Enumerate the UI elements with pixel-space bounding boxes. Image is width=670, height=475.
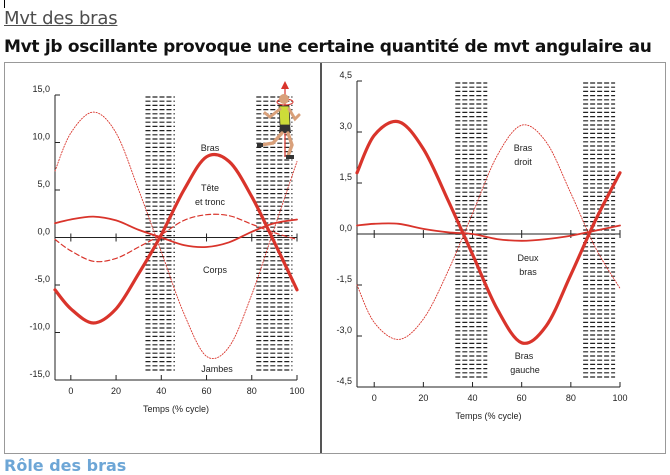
annotation-label: Bras <box>201 143 220 153</box>
runner-shoe-back <box>257 143 263 147</box>
series-t-te-et-tronc <box>54 213 298 263</box>
x-tick-label: 100 <box>612 393 627 403</box>
y-tick-label: 1,5 <box>339 172 352 182</box>
series-bras-droit <box>356 124 621 340</box>
y-tick-label: -5,0 <box>34 274 50 284</box>
series-bras <box>53 152 299 325</box>
annotation-label: Tête <box>201 183 219 193</box>
series-deux-bras <box>356 222 621 242</box>
x-tick-label: 80 <box>566 393 576 403</box>
runner-shorts <box>279 125 291 133</box>
runner-leg-back <box>259 131 284 147</box>
x-tick-label: 20 <box>111 386 121 396</box>
x-tick-label: 100 <box>289 386 304 396</box>
x-tick-label: 40 <box>156 386 166 396</box>
annotation-label: Corps <box>203 265 228 275</box>
x-axis-title: Temps (% cycle) <box>143 404 209 414</box>
shaded-band-1 <box>145 96 175 371</box>
annotation-label: et tronc <box>195 197 226 207</box>
annotation-label: bras <box>519 267 537 277</box>
x-tick-label: 40 <box>468 393 478 403</box>
annotation-label: gauche <box>510 365 540 375</box>
series-bras-gauche <box>355 119 622 345</box>
y-tick-label: 3,0 <box>339 121 352 131</box>
x-tick-label: 20 <box>418 393 428 403</box>
runner-leg-front <box>286 131 294 158</box>
y-tick-label: -4,5 <box>336 376 352 386</box>
y-tick-label: 0,0 <box>339 223 352 233</box>
chart-figure: 15,0 10,0 5,0 0,0 -5,0 -10,0 -15,0 0 20 40 60 80 100… <box>4 62 666 454</box>
y-tick-label: 4,5 <box>339 70 352 80</box>
x-tick-label: 80 <box>247 386 257 396</box>
x-tick-label: 60 <box>517 393 527 403</box>
chart-right: 4,5 3,0 1,5 0,0 -1,5 -3,0 -4,5 0 20 40 60 80 100 Temp… <box>336 70 627 421</box>
annotation-label: Bras <box>515 351 534 361</box>
x-tick-label: 60 <box>202 386 212 396</box>
y-tick-label: 0,0 <box>37 227 50 237</box>
y-tick-label: 10,0 <box>32 132 50 142</box>
runner-shoe-front <box>286 155 294 159</box>
y-tick-label: -1,5 <box>336 274 352 284</box>
series-corps <box>54 215 298 249</box>
rotation-arrowhead <box>281 81 289 89</box>
section-heading-role-des-bras: Rôle des bras <box>4 456 127 475</box>
shaded-band-2 <box>256 96 293 371</box>
shaded-band-1 <box>455 82 488 378</box>
x-tick-label: 0 <box>68 386 73 396</box>
page-heading: Mvt des bras <box>4 8 118 29</box>
page-subheading: Mvt jb oscillante provoque une certaine … <box>4 37 652 57</box>
chart-left: 15,0 10,0 5,0 0,0 -5,0 -10,0 -15,0 0 20 40 60 80 100… <box>29 81 305 414</box>
text-cursor <box>4 0 5 8</box>
y-tick-label: -3,0 <box>336 325 352 335</box>
annotation-label: Jambes <box>201 364 233 374</box>
series-jambes <box>54 111 298 360</box>
x-tick-label: 0 <box>372 393 377 403</box>
annotation-label: Deux <box>517 253 539 263</box>
y-tick-label: -10,0 <box>29 322 50 332</box>
runner-arm-left <box>263 107 282 119</box>
annotation-label: Bras <box>514 143 533 153</box>
runner-figure-icon <box>257 81 301 159</box>
y-tick-label: -15,0 <box>29 369 50 379</box>
chart-divider <box>320 63 322 453</box>
x-axis-title: Temps (% cycle) <box>455 411 521 421</box>
annotation-label: droit <box>514 157 532 167</box>
runner-arm-right <box>287 107 301 122</box>
y-tick-label: 15,0 <box>32 84 50 94</box>
y-tick-label: 5,0 <box>37 179 50 189</box>
runner-head <box>279 94 289 104</box>
